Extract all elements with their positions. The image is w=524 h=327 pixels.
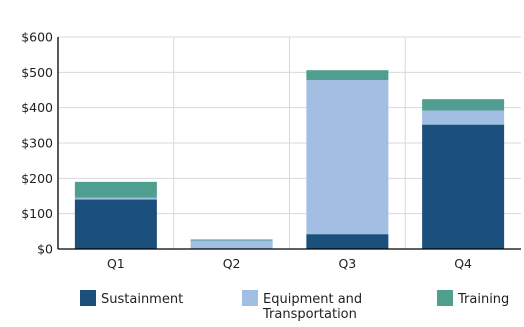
legend-swatch <box>80 290 96 306</box>
legend: Sustainment Equipment and Transportation Tr… <box>80 290 509 322</box>
y-tick-label: $0 <box>37 242 53 257</box>
legend-swatch <box>437 290 453 306</box>
y-tick-label: $600 <box>21 30 53 45</box>
bar-segment <box>306 70 389 81</box>
x-tick-label: Q1 <box>107 256 125 271</box>
legend-label: Sustainment <box>101 292 183 307</box>
x-tick-label: Q3 <box>338 256 356 271</box>
x-tick-label: Q4 <box>454 256 472 271</box>
y-tick-label: $400 <box>21 100 53 115</box>
y-tick-label: $300 <box>21 136 53 151</box>
y-tick-label: $100 <box>21 206 53 221</box>
bar-segment <box>306 80 389 235</box>
legend-swatch <box>242 290 258 306</box>
bar-segment <box>74 199 157 249</box>
y-tick-label: $500 <box>21 65 53 80</box>
bar-segment <box>74 197 157 200</box>
x-tick-label: Q2 <box>223 256 241 271</box>
bar-segment <box>190 240 273 249</box>
legend-label: Training <box>457 292 509 307</box>
axes: $0 $100 $200 $300 $400 $500 $600 Q1 Q2 Q3 Q4 <box>21 30 521 271</box>
bar-segment <box>306 234 389 249</box>
bar-segment <box>190 239 273 241</box>
bar-segment <box>74 181 157 198</box>
legend-label: Equipment and Transportation <box>262 292 362 322</box>
bar-segment <box>422 110 505 125</box>
bar-segment <box>422 124 505 249</box>
y-tick-label: $200 <box>21 171 53 186</box>
bar-segment <box>422 99 505 111</box>
bars <box>74 70 505 249</box>
